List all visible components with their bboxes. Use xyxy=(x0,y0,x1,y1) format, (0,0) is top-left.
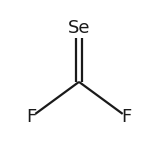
Text: Se: Se xyxy=(68,19,90,37)
Text: F: F xyxy=(121,107,131,126)
Text: F: F xyxy=(27,107,37,126)
